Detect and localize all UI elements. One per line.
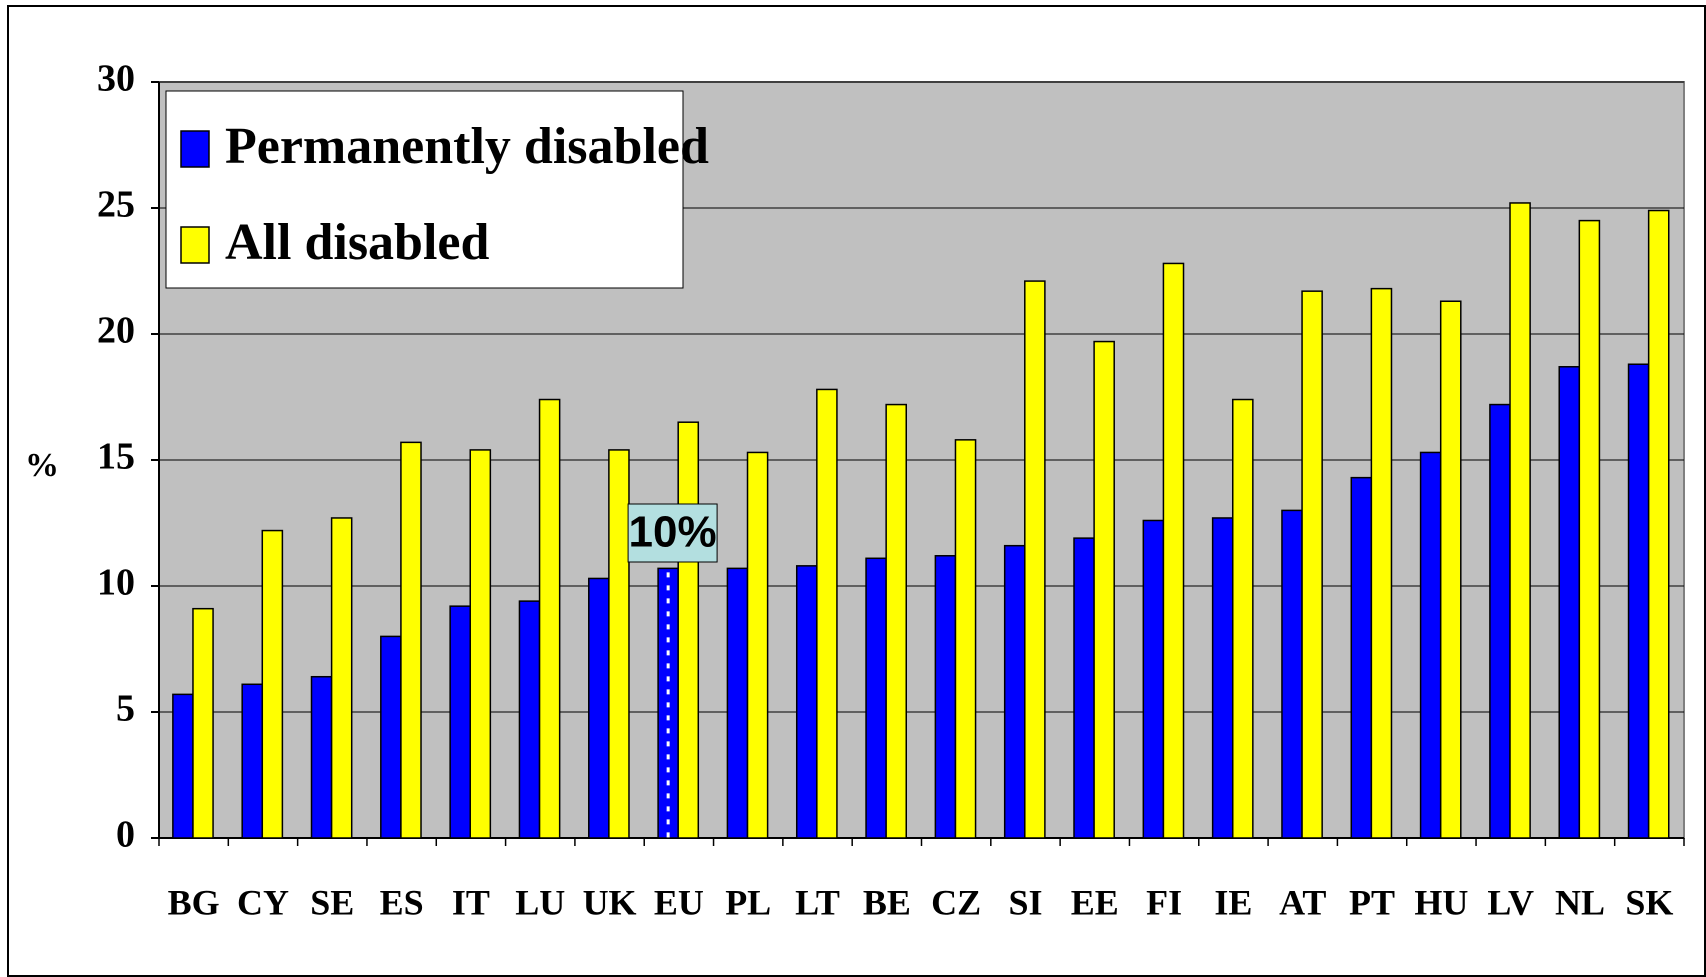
bar [1647, 209, 1670, 839]
bar [400, 441, 422, 839]
x-tick-label: CY [237, 882, 289, 922]
bar [1558, 366, 1581, 839]
bar [885, 403, 907, 839]
bar [380, 635, 402, 839]
x-tick-label: PT [1349, 882, 1395, 922]
legend-label: Permanently disabled [225, 118, 709, 175]
y-tick-label: 5 [116, 688, 135, 730]
bar [795, 565, 818, 839]
bar [746, 451, 769, 839]
legend-swatch [180, 130, 210, 168]
annotation: 10% [629, 508, 717, 557]
legend-label: All disabled [225, 214, 489, 271]
bar [518, 600, 541, 839]
bar [1024, 280, 1046, 839]
bar [1281, 509, 1303, 839]
bar [1370, 287, 1393, 839]
bar [816, 388, 838, 839]
x-tick-label: ES [380, 882, 424, 922]
bar [608, 449, 630, 839]
bar [1578, 219, 1601, 839]
bar [1211, 517, 1234, 839]
bar [1439, 300, 1462, 839]
bar [588, 577, 610, 839]
y-tick-label: 10 [97, 562, 135, 604]
bar [192, 607, 214, 839]
x-tick-label: LU [515, 882, 565, 922]
bar [241, 683, 264, 839]
x-tick-label: UK [583, 882, 637, 922]
legend-box [165, 90, 684, 289]
bar [172, 693, 194, 839]
x-tick-label: EU [654, 882, 704, 922]
x-tick-label: AT [1279, 882, 1326, 922]
x-tick-label: BE [863, 882, 911, 922]
y-tick-label: 15 [97, 436, 135, 478]
bar [934, 555, 957, 839]
bar [726, 567, 749, 839]
x-tick-label: FI [1146, 882, 1182, 922]
bar [538, 398, 561, 839]
bar [865, 557, 887, 839]
x-tick-label: BG [168, 882, 220, 922]
y-axis-label: % [25, 447, 59, 484]
y-tick-label: 20 [97, 310, 135, 352]
bar [261, 529, 284, 839]
x-tick-label: NL [1555, 882, 1605, 922]
y-tick-label: 30 [97, 58, 135, 100]
bar [1142, 519, 1165, 839]
bar [469, 449, 492, 839]
x-tick-label: SE [310, 882, 354, 922]
x-tick-label: EE [1071, 882, 1119, 922]
bar [954, 439, 977, 839]
x-tick-label: LT [795, 882, 840, 922]
x-tick-label: SI [1008, 882, 1042, 922]
y-tick-label: 0 [116, 814, 135, 856]
annotation-box [627, 503, 718, 563]
x-tick-label: LV [1487, 882, 1534, 922]
bar [1073, 537, 1095, 839]
x-tick-label: SK [1625, 882, 1673, 922]
bar [1509, 202, 1531, 839]
y-tick-label: 25 [97, 184, 135, 226]
bar [1231, 398, 1254, 839]
bar [1350, 476, 1373, 839]
bar [449, 605, 471, 839]
bar [1093, 340, 1115, 839]
x-tick-label: IE [1214, 882, 1252, 922]
bar [677, 421, 700, 839]
legend-swatch [180, 226, 210, 264]
bar [1162, 262, 1185, 839]
x-tick-label: HU [1414, 882, 1468, 922]
x-tick-label: IT [452, 882, 490, 922]
bar [330, 517, 353, 839]
bar [310, 675, 333, 839]
x-tick-label: PL [725, 882, 771, 922]
bar [1419, 451, 1442, 839]
bar [1627, 363, 1650, 839]
bar [1003, 544, 1026, 839]
bar [1489, 403, 1511, 839]
bar [1301, 290, 1323, 839]
x-tick-label: CZ [931, 882, 981, 922]
